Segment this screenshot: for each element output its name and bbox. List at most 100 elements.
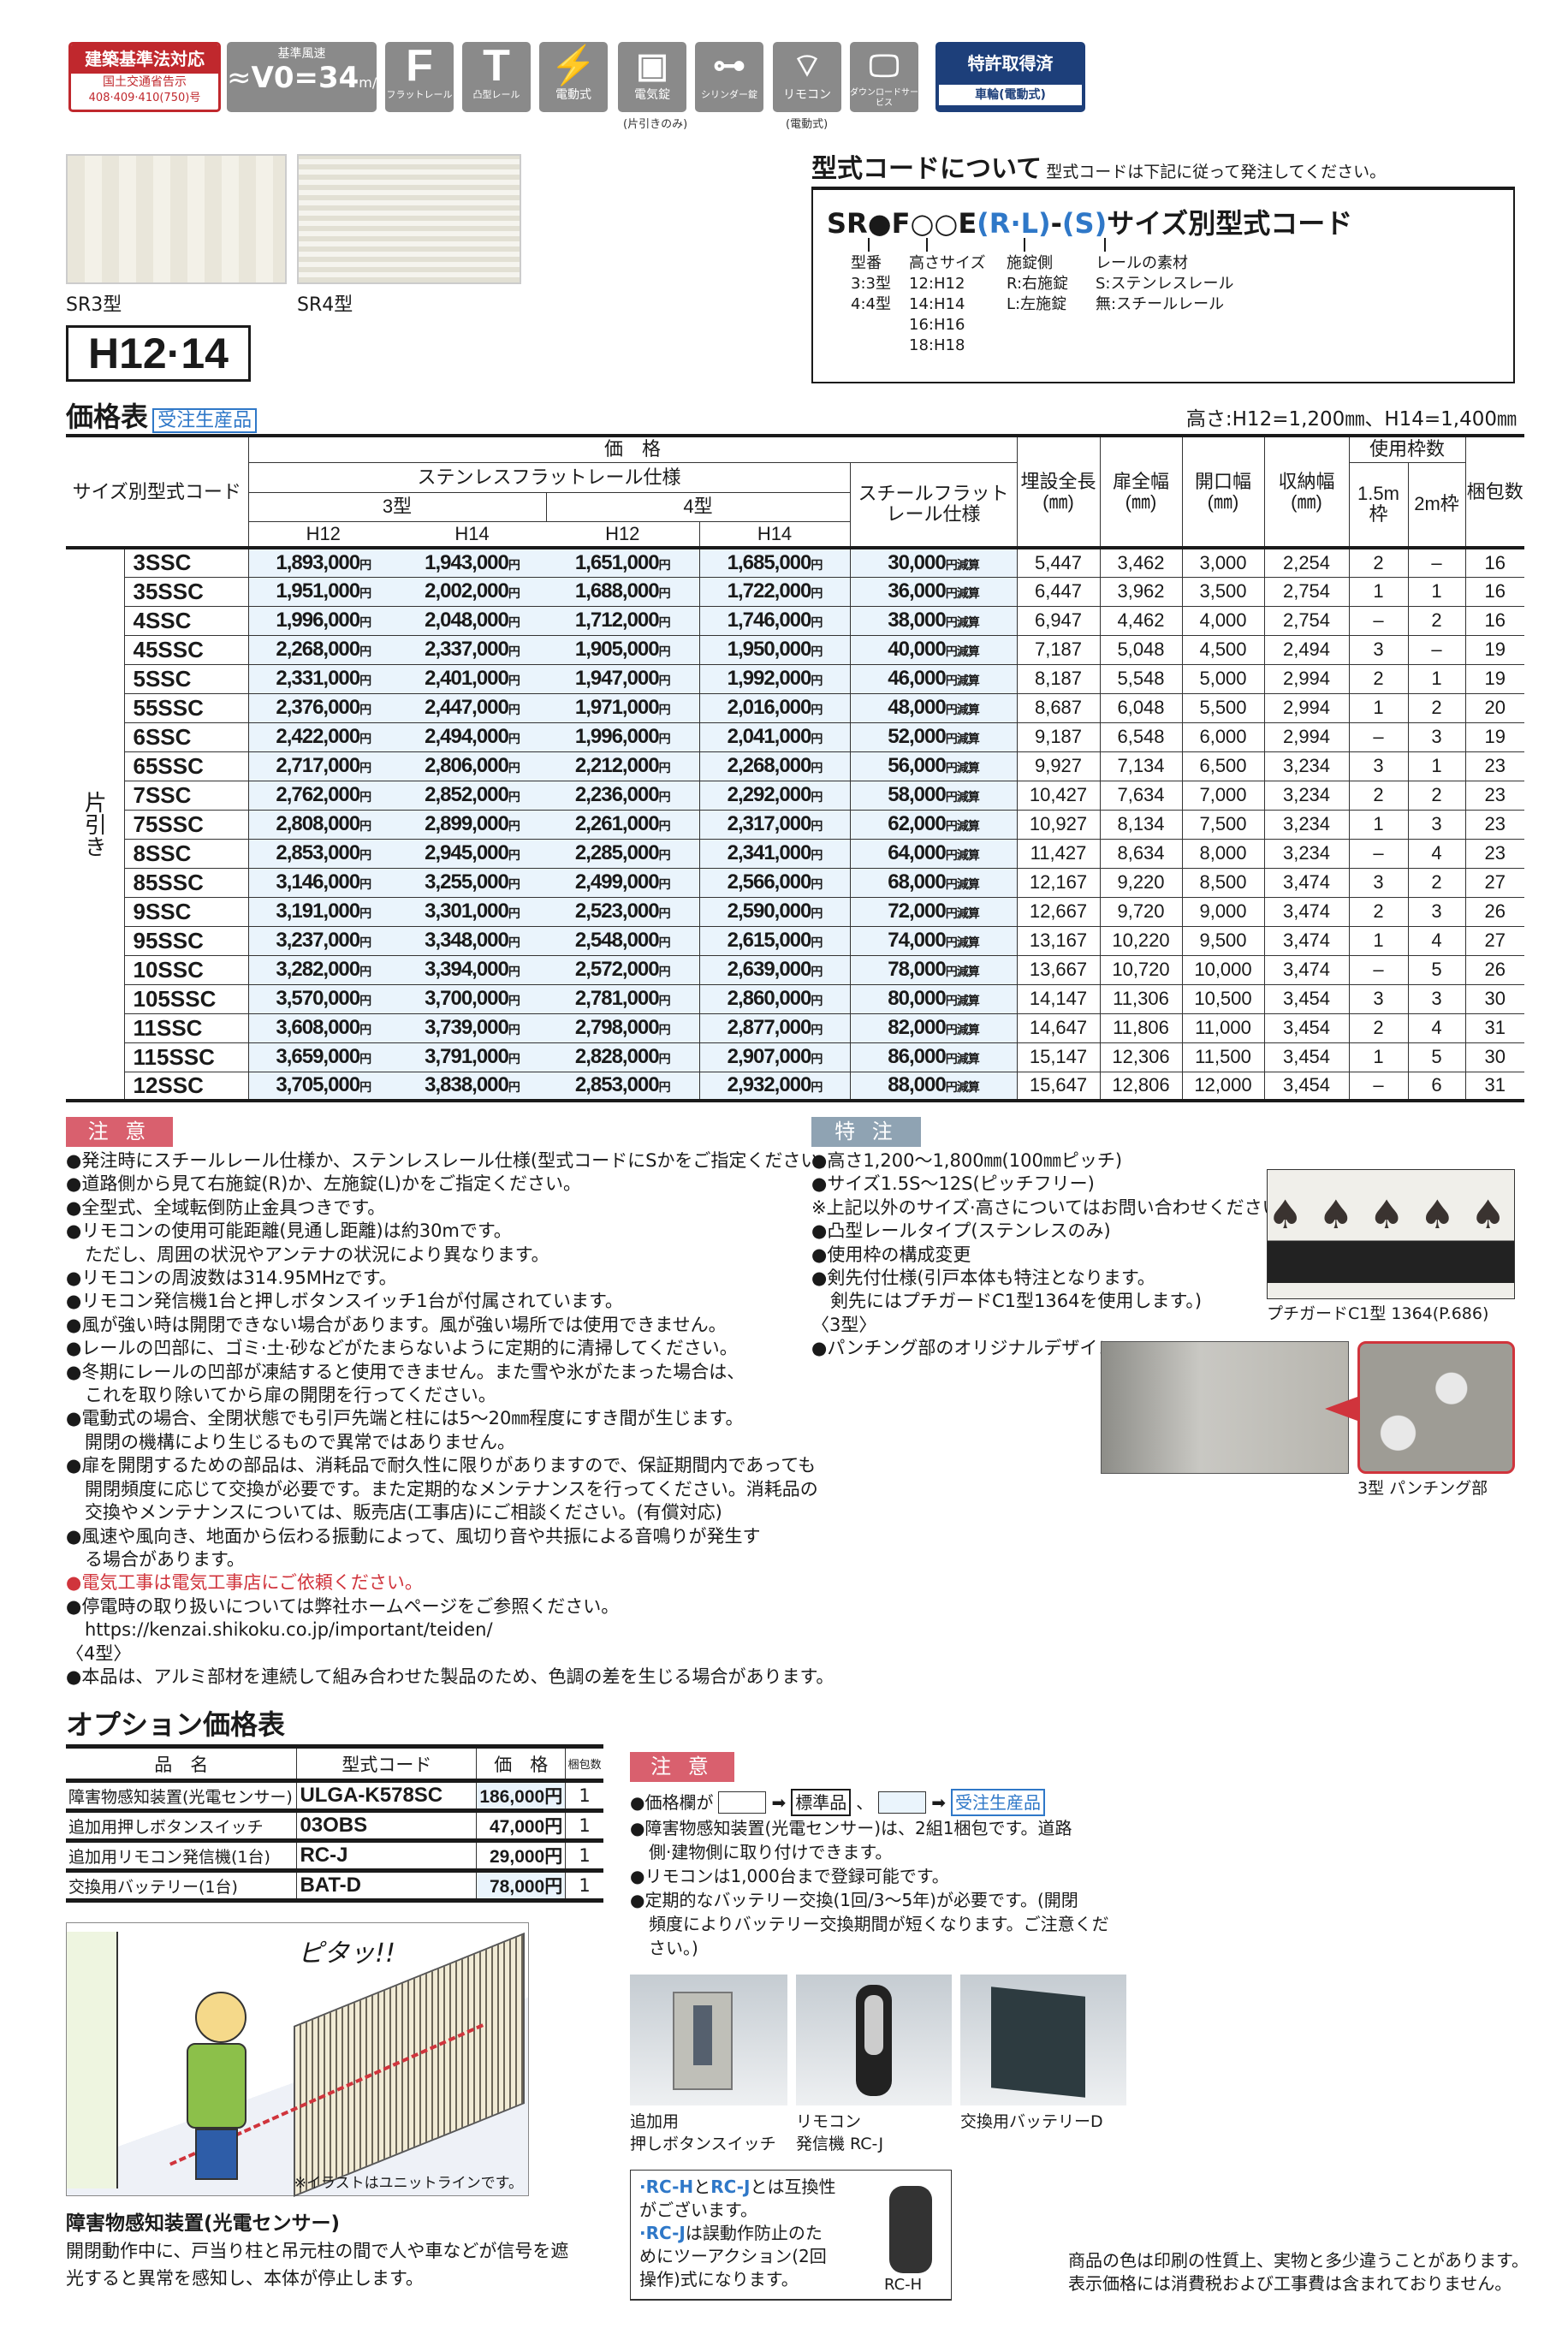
yen-unit: 円 <box>658 1052 671 1066</box>
electric-lock-label: 電気錠 <box>634 88 670 102</box>
size-code: 105SSC <box>123 984 248 1014</box>
code-info-heading: 型式コードについて 型式コードは下記に従って発注してください。 <box>811 147 1386 185</box>
price-value: 3,255,000 <box>425 870 509 894</box>
law-badge-sub2: 408·409·410(750)号 <box>88 92 201 104</box>
header-code: サイズ別型式コード <box>66 436 248 549</box>
code-column: 型番 3:3型 4:4型 <box>851 238 891 315</box>
table-row: 5SSC 2,331,000円 2,401,000円 1,947,000円 1,992,… <box>66 664 1524 694</box>
yen-unit: 円減算 <box>945 674 980 687</box>
yen-unit: 円 <box>811 557 823 572</box>
note-item: ●冬期にレールの凹部が凍結すると使用できません。また雪や氷がたまった場合は、 <box>66 1361 745 1382</box>
yen-unit: 円 <box>508 644 520 658</box>
spec-cell: 14,647 <box>1016 1013 1100 1043</box>
spec-cell: 2,994 <box>1263 693 1349 723</box>
footer-line: 商品の色は印刷の性質上、実物と多少違うことがあります。 <box>1068 2250 1529 2271</box>
note-item: ●全型式、全域転倒防止金具つきです。 <box>66 1197 386 1218</box>
price-cell: 3,659,000円 <box>247 1042 398 1072</box>
spec-cell: 12,167 <box>1016 868 1100 898</box>
yen-unit: 円 <box>811 848 823 862</box>
price-cell: 2,212,000円 <box>546 751 699 781</box>
yen-unit: 円 <box>658 848 671 862</box>
remote-badge: ⌔ リモコン <box>773 42 841 112</box>
header-3-h14: H14 <box>398 521 546 549</box>
yen-unit: 円 <box>658 703 671 716</box>
yen-unit: 円 <box>359 732 371 745</box>
price-cell: 2,268,000円 <box>698 751 850 781</box>
code-tick <box>1024 238 1025 252</box>
spec-cell: 2,754 <box>1263 606 1349 636</box>
code-part-lock: (R·L) <box>977 207 1051 240</box>
caption-line: 追加用 <box>630 2112 680 2131</box>
spec-cell: 23 <box>1464 781 1524 811</box>
price-value: 3,394,000 <box>425 958 509 981</box>
yen-unit: 円 <box>359 557 371 572</box>
yen-unit: 円減算 <box>945 790 980 804</box>
monitor-icon: 🖵 <box>869 48 900 83</box>
size-code: 45SSC <box>123 635 248 665</box>
price-cell: 3,348,000円 <box>398 926 546 956</box>
spec-cell: 19 <box>1464 664 1524 694</box>
spec-cell: 19 <box>1464 635 1524 665</box>
patent-sub: 車輪(電動式) <box>939 85 1082 105</box>
spec-cell: 4,462 <box>1099 606 1182 636</box>
yen-unit: 円 <box>508 615 520 629</box>
price-value: 2,331,000 <box>276 667 360 690</box>
yen-unit: 円 <box>658 674 671 687</box>
price-cell: 2,639,000円 <box>698 955 850 985</box>
note-item: ●サイズ1.5S～12S(ピッチフリー) <box>811 1173 1095 1195</box>
table-row: 6SSC 2,422,000円 2,494,000円 1,996,000円 2,041,… <box>66 722 1524 752</box>
note-item: ●リモコンは1,000台まで登録可能です。 <box>630 1866 949 1886</box>
spec-cell: 3,474 <box>1263 955 1349 985</box>
punching-photo <box>1101 1341 1349 1474</box>
steel-reduction: 48,000円減算 <box>849 693 1017 723</box>
spec-cell: 9,220 <box>1099 868 1182 898</box>
option-code: BAT-D <box>296 1870 477 1903</box>
price-value: 48,000 <box>888 696 946 719</box>
yen-unit: 円 <box>811 703 823 716</box>
spec-cell: 9,000 <box>1181 897 1264 927</box>
option-name: 交換用バッテリー(1台) <box>66 1870 297 1903</box>
yen-unit: 円 <box>359 703 371 716</box>
spec-cell: 2,254 <box>1263 548 1349 578</box>
table-row: 115SSC 3,659,000円 3,791,000円 2,828,000円 2,90… <box>66 1042 1524 1072</box>
caution-list: ●発注時にスチールレール仕様か、ステンレスレール仕様(型式コードにSかをご指定く… <box>66 1149 836 1689</box>
punching-detail-photo <box>1357 1341 1515 1474</box>
yen-unit: 円 <box>658 761 671 775</box>
table-row: 7SSC 2,762,000円 2,852,000円 2,236,000円 2,292,… <box>66 781 1524 811</box>
price-cell: 1,651,000円 <box>546 548 699 578</box>
price-cell: 2,572,000円 <box>546 955 699 985</box>
spec-cell: 4 <box>1407 1013 1465 1043</box>
price-value: 2,852,000 <box>425 783 509 806</box>
spec-cell: 11,806 <box>1099 1013 1182 1043</box>
illustration-note: ※イラストはユニットラインです。 <box>294 2175 523 2192</box>
yen-unit: 円 <box>508 557 520 572</box>
spec-cell: 2,754 <box>1263 577 1349 607</box>
option-caution-list: ●価格欄が ➡ 標準品 、 ➡ 受注生産品 ●障害物感知装置(光電センサー)は、… <box>630 1789 1126 1960</box>
spec-cell: 9,927 <box>1016 751 1100 781</box>
wind-unit: m/s <box>359 74 377 91</box>
footer-line: 表示価格には消費税および工事費は含まれておりません。 <box>1068 2273 1512 2294</box>
price-value: 2,932,000 <box>727 1073 812 1097</box>
code-option: 14:H14 <box>909 295 965 313</box>
sr4-label: SR4型 <box>297 294 353 316</box>
price-cell: 1,950,000円 <box>698 635 850 665</box>
yen-unit: 円 <box>811 1080 823 1095</box>
size-code: 65SSC <box>123 751 248 781</box>
table-row: 85SSC 3,146,000円 3,255,000円 2,499,000円 2,566… <box>66 868 1524 898</box>
spec-cell: 3,454 <box>1263 1013 1349 1043</box>
spec-cell: 7,134 <box>1099 751 1182 781</box>
price-value: 2,615,000 <box>727 929 812 952</box>
price-cell: 2,860,000円 <box>698 984 850 1014</box>
yen-unit: 円 <box>359 644 371 658</box>
spec-cell: 11,427 <box>1016 839 1100 869</box>
note-item: 側·建物側に取り付けできます。 <box>649 1842 893 1862</box>
price-cell: 2,798,000円 <box>546 1013 699 1043</box>
spec-cell: 1 <box>1407 751 1465 781</box>
spec-cell: 8,634 <box>1099 839 1182 869</box>
option-price: 186,000円 <box>476 1780 566 1813</box>
price-value: 40,000 <box>888 638 946 661</box>
price-value: 80,000 <box>888 987 946 1010</box>
spec-cell: 2 <box>1348 897 1408 927</box>
price-cell: 3,146,000円 <box>247 868 398 898</box>
law-badge-title: 建築基準法対応 <box>71 45 218 74</box>
